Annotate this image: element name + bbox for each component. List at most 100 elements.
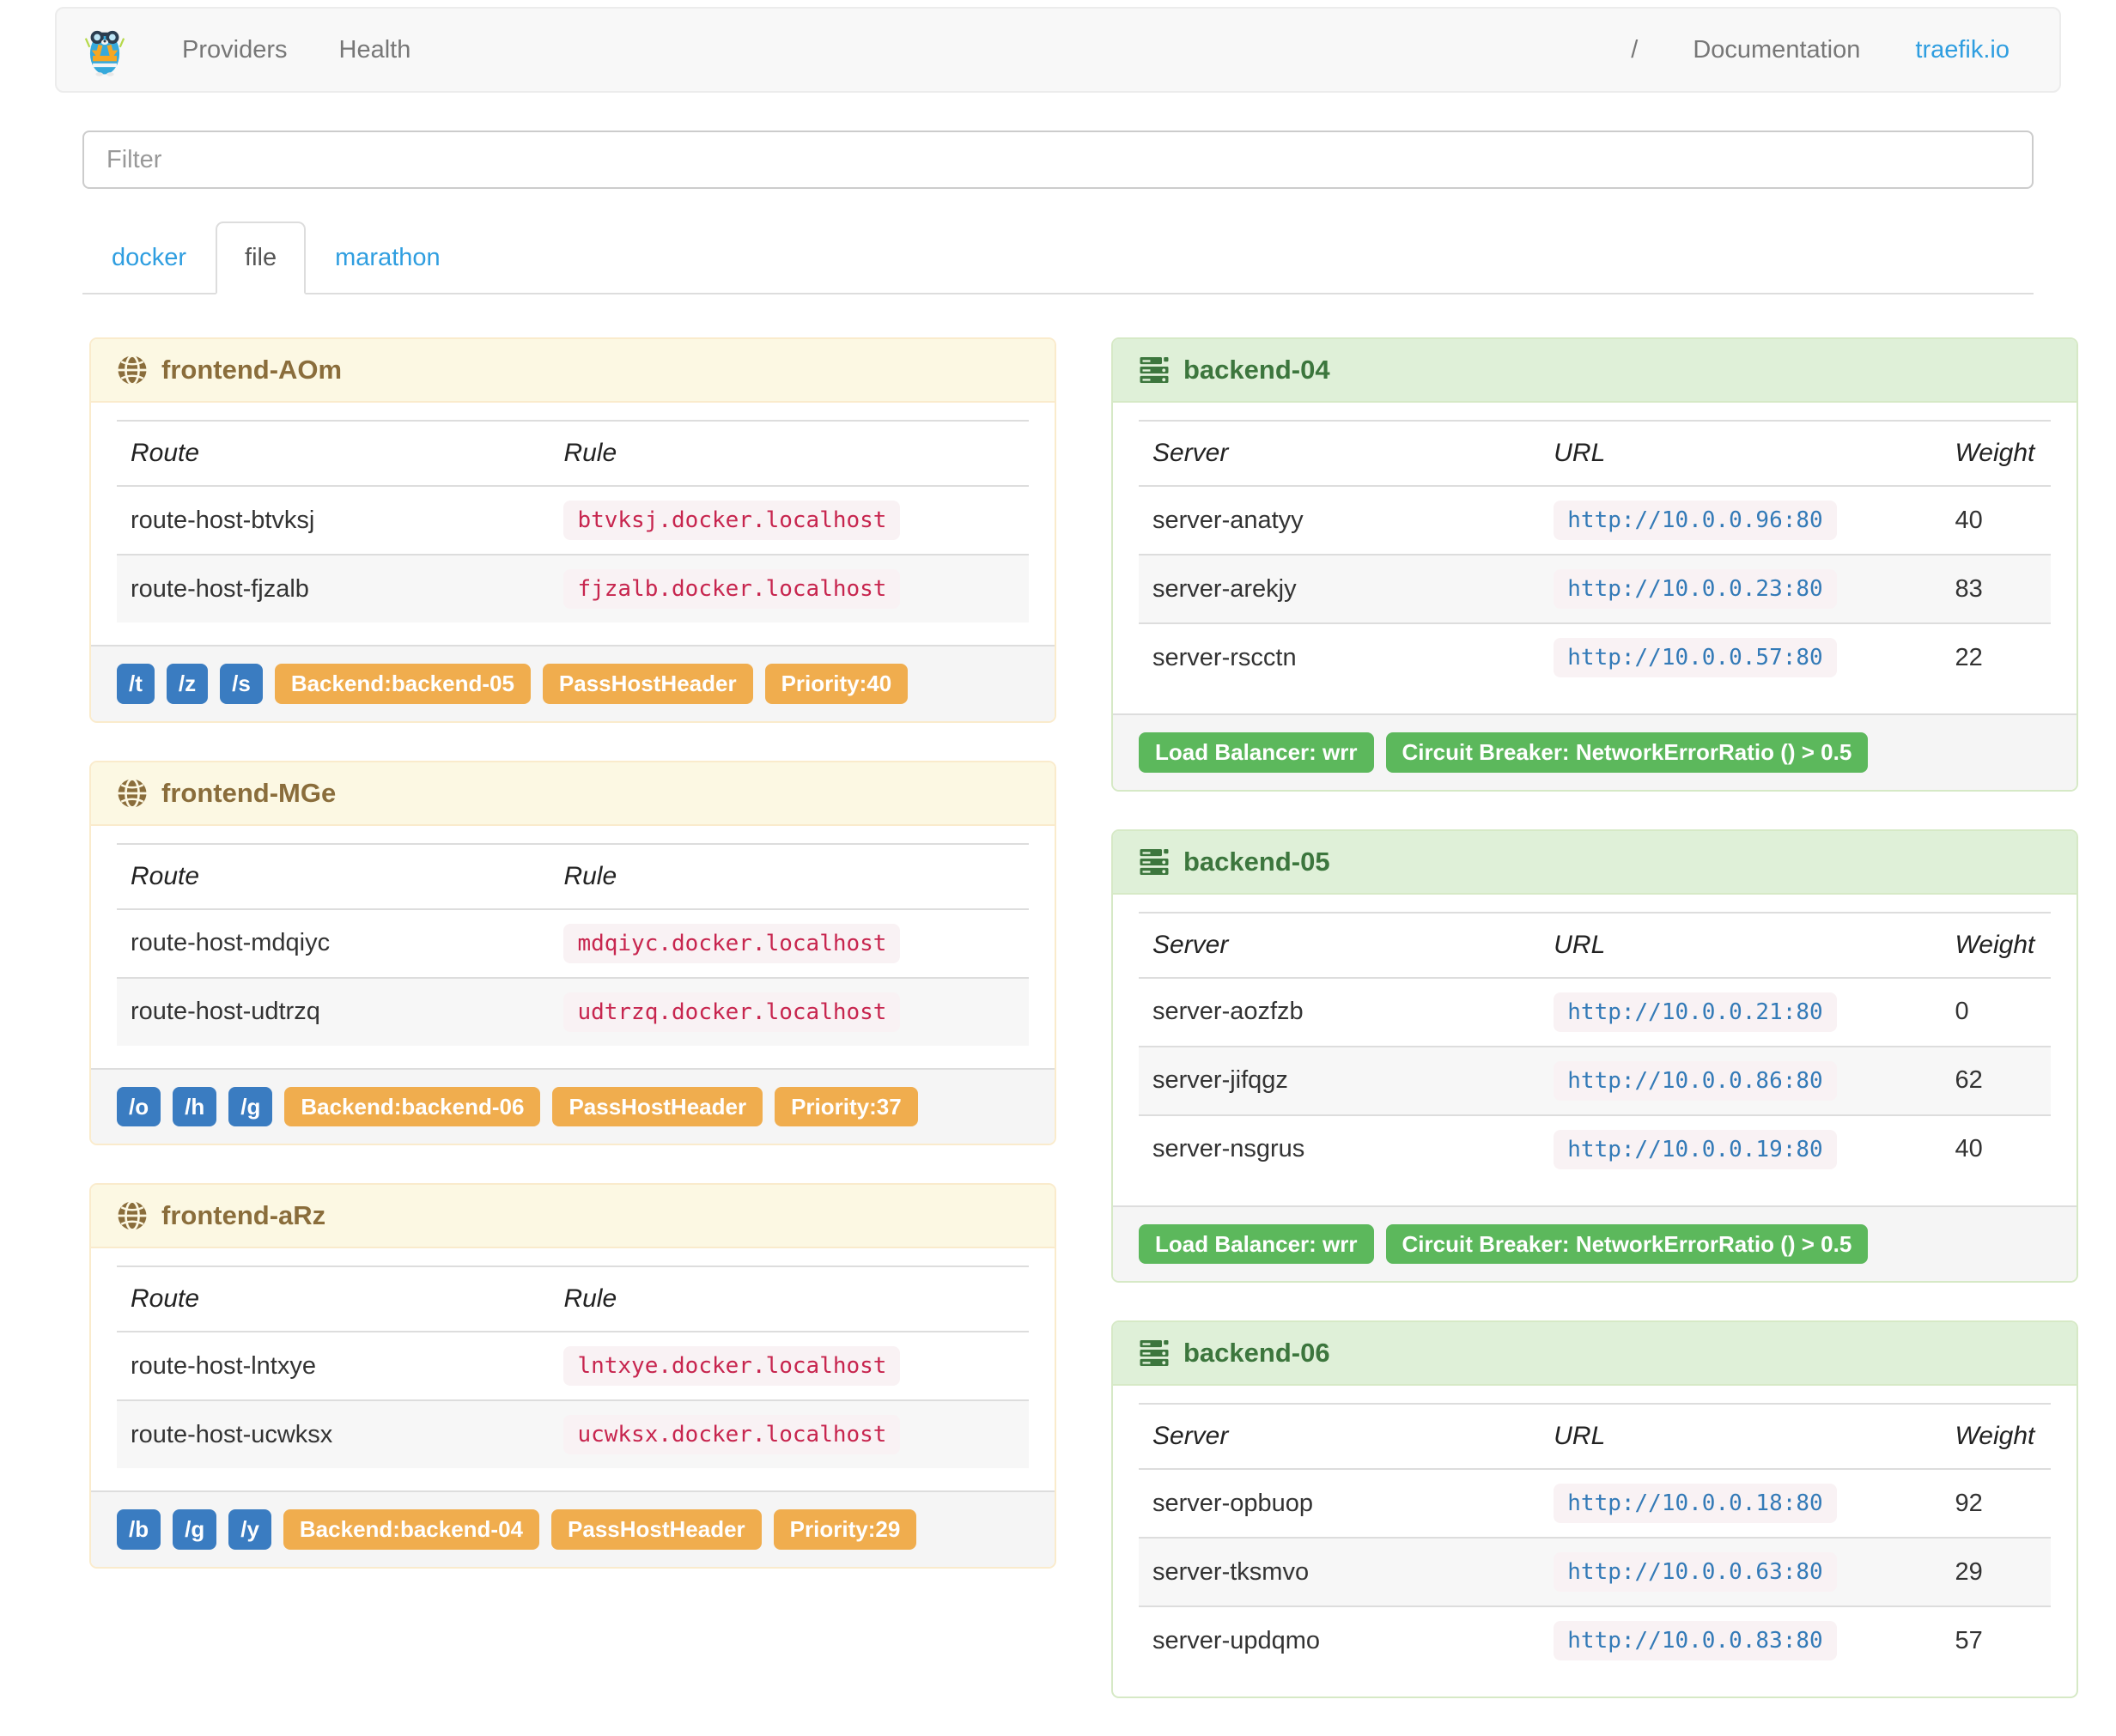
circuit-breaker-badge: Circuit Breaker: NetworkErrorRatio () > … [1385,732,1869,773]
backend-panel-heading: backend-04 [1113,339,2076,403]
backend-panel-footer: Load Balancer: wrr Circuit Breaker: Netw… [1113,1205,2076,1282]
weight-cell: 92 [1955,1489,1983,1517]
nav-link-traefik-io[interactable]: traefik.io [1915,35,2010,64]
passhostheader-badge: PassHostHeader [552,1086,763,1127]
column-header-server: Server [1139,420,1541,487]
rule-code: ucwksx.docker.localhost [563,1415,901,1455]
column-header-server: Server [1139,1403,1541,1471]
backend-panel-06: backend-06 Server URL Weight server-opbu… [1111,1320,2078,1699]
server-url-link[interactable]: http://10.0.0.63:80 [1554,1552,1837,1593]
url-cell: http://10.0.0.63:80 [1540,1537,1942,1607]
column-header-label: Route [131,861,200,890]
tab-docker[interactable]: docker [112,244,187,271]
server-icon [1140,848,1169,875]
frontend-panel-MGe: frontend-MGe Route Rule route-host-mdqiy… [89,760,1056,1146]
entrypoint-badge: /s [220,664,263,704]
entrypoint-badge: /g [228,1086,273,1127]
load-balancer-badge: Load Balancer: wrr [1139,732,1374,773]
weight-cell: 0 [1955,998,1969,1026]
column-header-label: URL [1554,439,1606,467]
backend-panel-04: backend-04 Server URL Weight server-anat… [1111,337,2078,792]
backends-column: backend-04 Server URL Weight server-anat… [1111,337,2078,1736]
column-header-label: Weight [1955,1422,2035,1451]
url-cell: http://10.0.0.57:80 [1540,622,1942,691]
table-row: route-host-mdqiyc mdqiyc.docker.localhos… [117,909,1029,978]
frontend-panel-body: Route Rule route-host-btvksj btvksj.dock… [91,403,1055,645]
server-url-link[interactable]: http://10.0.0.23:80 [1554,569,1837,609]
tab-marathon[interactable]: marathon [335,244,441,271]
nav-link-providers[interactable]: Providers [182,35,288,64]
server-url-link[interactable]: http://10.0.0.21:80 [1554,992,1837,1032]
table-row: server-nsgrus http://10.0.0.19:80 40 [1139,1114,2051,1183]
backend-panel-heading: backend-06 [1113,1322,2076,1387]
entrypoint-badge: /z [166,664,209,704]
entrypoint-badge: /t [117,664,155,704]
frontend-panel-body: Route Rule route-host-mdqiyc mdqiyc.dock… [91,826,1055,1068]
column-header-url: URL [1540,1403,1942,1471]
rule-code: udtrzq.docker.localhost [563,992,901,1032]
server-url-link[interactable]: http://10.0.0.83:80 [1554,1621,1837,1661]
circuit-breaker-badge: Circuit Breaker: NetworkErrorRatio () > … [1385,1223,1869,1265]
frontend-panel-footer: /t /z /s Backend:backend-05 PassHostHead… [91,645,1055,721]
server-cell: server-jifqgz [1139,1045,1541,1115]
passhostheader-badge: PassHostHeader [551,1509,762,1550]
column-header-url: URL [1540,911,1942,979]
panel-title: backend-05 [1183,846,1330,877]
traefik-logo [57,23,156,76]
backend-panel-body: Server URL Weight server-opbuop http://1… [1113,1386,2076,1697]
rule-cell: mdqiyc.docker.localhost [550,909,1029,978]
backend-panel-footer: Load Balancer: wrr Circuit Breaker: Netw… [1113,713,2076,790]
server-url-link[interactable]: http://10.0.0.19:80 [1554,1129,1837,1169]
nav-link-health[interactable]: Health [338,35,411,64]
route-cell: route-host-fjzalb [117,554,550,622]
server-url-link[interactable]: http://10.0.0.18:80 [1554,1484,1837,1524]
server-url-link[interactable]: http://10.0.0.57:80 [1554,638,1837,677]
table-row: route-host-udtrzq udtrzq.docker.localhos… [117,976,1029,1046]
url-cell: http://10.0.0.83:80 [1540,1605,1942,1675]
route-cell: route-host-lntxye [131,1351,316,1380]
weight-cell: 40 [1941,1114,2051,1183]
server-cell: server-tksmvo [1139,1537,1541,1607]
table-row: route-host-lntxye lntxye.docker.localhos… [117,1332,1029,1400]
column-header-rule: Rule [550,420,1029,487]
provider-tabs: docker file marathon [82,222,2034,294]
column-header-label: Server [1152,930,1229,959]
server-url-link[interactable]: http://10.0.0.86:80 [1554,1060,1837,1101]
nav-link-slash[interactable]: / [1631,35,1639,64]
weight-cell: 29 [1941,1537,2051,1607]
entrypoint-badge: /h [173,1086,217,1127]
server-url-link[interactable]: http://10.0.0.96:80 [1554,501,1837,540]
column-header-label: Server [1152,439,1229,467]
url-cell: http://10.0.0.19:80 [1540,1114,1942,1183]
column-header-label: Weight [1955,439,2035,467]
panel-title: backend-06 [1183,1338,1330,1369]
priority-badge: Priority:37 [775,1086,918,1127]
rule-cell: lntxye.docker.localhost [550,1332,1029,1400]
frontend-panel-aRz: frontend-aRz Route Rule route-host-lntxy… [89,1183,1056,1569]
column-header-label: Weight [1955,930,2035,959]
column-header-label: Rule [563,1284,617,1314]
filter-input[interactable] [82,131,2034,189]
tab-file[interactable]: file [216,222,307,294]
column-header-weight: Weight [1941,911,2051,979]
entrypoint-badge: /g [173,1509,217,1550]
panel-title: backend-04 [1183,355,1330,385]
server-cell: server-updqmo [1139,1605,1541,1675]
rule-code: mdqiyc.docker.localhost [563,923,901,963]
nav-link-documentation[interactable]: Documentation [1693,35,1861,64]
route-cell: route-host-mdqiyc [131,929,331,957]
table-row: server-tksmvo http://10.0.0.63:80 29 [1139,1537,2051,1607]
server-cell: server-nsgrus [1139,1114,1541,1183]
column-header-rule: Rule [550,1266,1029,1333]
entrypoint-badge: /b [117,1509,161,1550]
frontend-panel-AOm: frontend-AOm Route Rule route-host-btvks… [89,337,1056,723]
table-row: route-host-btvksj btvksj.docker.localhos… [117,486,1029,555]
globe-icon [117,355,148,385]
server-cell: server-anatyy [1152,506,1304,534]
server-cell: server-arekjy [1139,554,1541,623]
table-row: server-anatyy http://10.0.0.96:80 40 [1139,486,2051,555]
panel-title: frontend-AOm [161,355,343,385]
column-header-route: Route [117,1266,550,1333]
column-header-route: Route [117,420,550,487]
frontend-panel-heading: frontend-aRz [91,1185,1055,1249]
